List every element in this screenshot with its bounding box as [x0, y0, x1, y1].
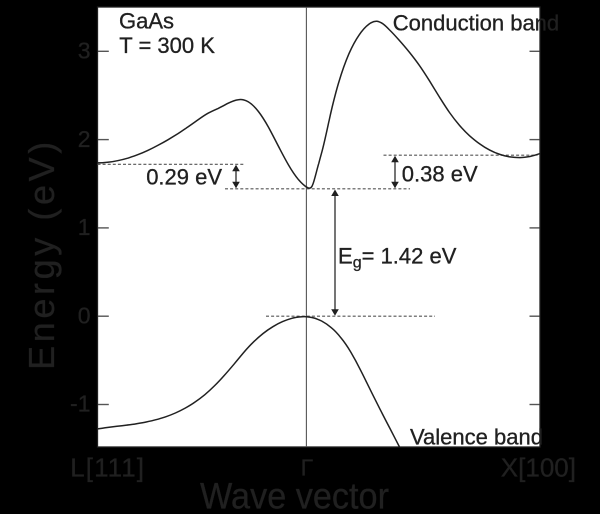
- svg-text:Γ: Γ: [301, 454, 314, 480]
- svg-text:2: 2: [78, 126, 91, 152]
- svg-text:0.29 eV: 0.29 eV: [146, 164, 222, 189]
- svg-text:-1: -1: [70, 391, 90, 417]
- svg-text:GaAs: GaAs: [119, 8, 174, 33]
- svg-text:1: 1: [78, 214, 91, 240]
- svg-text:Valence band: Valence band: [410, 424, 543, 449]
- svg-text:L[111]: L[111]: [70, 453, 145, 483]
- svg-text:Energy (eV): Energy (eV): [21, 138, 62, 370]
- svg-text:0: 0: [78, 302, 91, 328]
- svg-text:0.38 eV: 0.38 eV: [402, 161, 478, 186]
- svg-text:Wave vector: Wave vector: [200, 475, 389, 514]
- svg-text:X[100]: X[100]: [501, 453, 576, 483]
- svg-text:Conduction band: Conduction band: [393, 11, 559, 36]
- svg-text:3: 3: [78, 38, 91, 64]
- svg-text:T = 300 K: T = 300 K: [119, 33, 215, 58]
